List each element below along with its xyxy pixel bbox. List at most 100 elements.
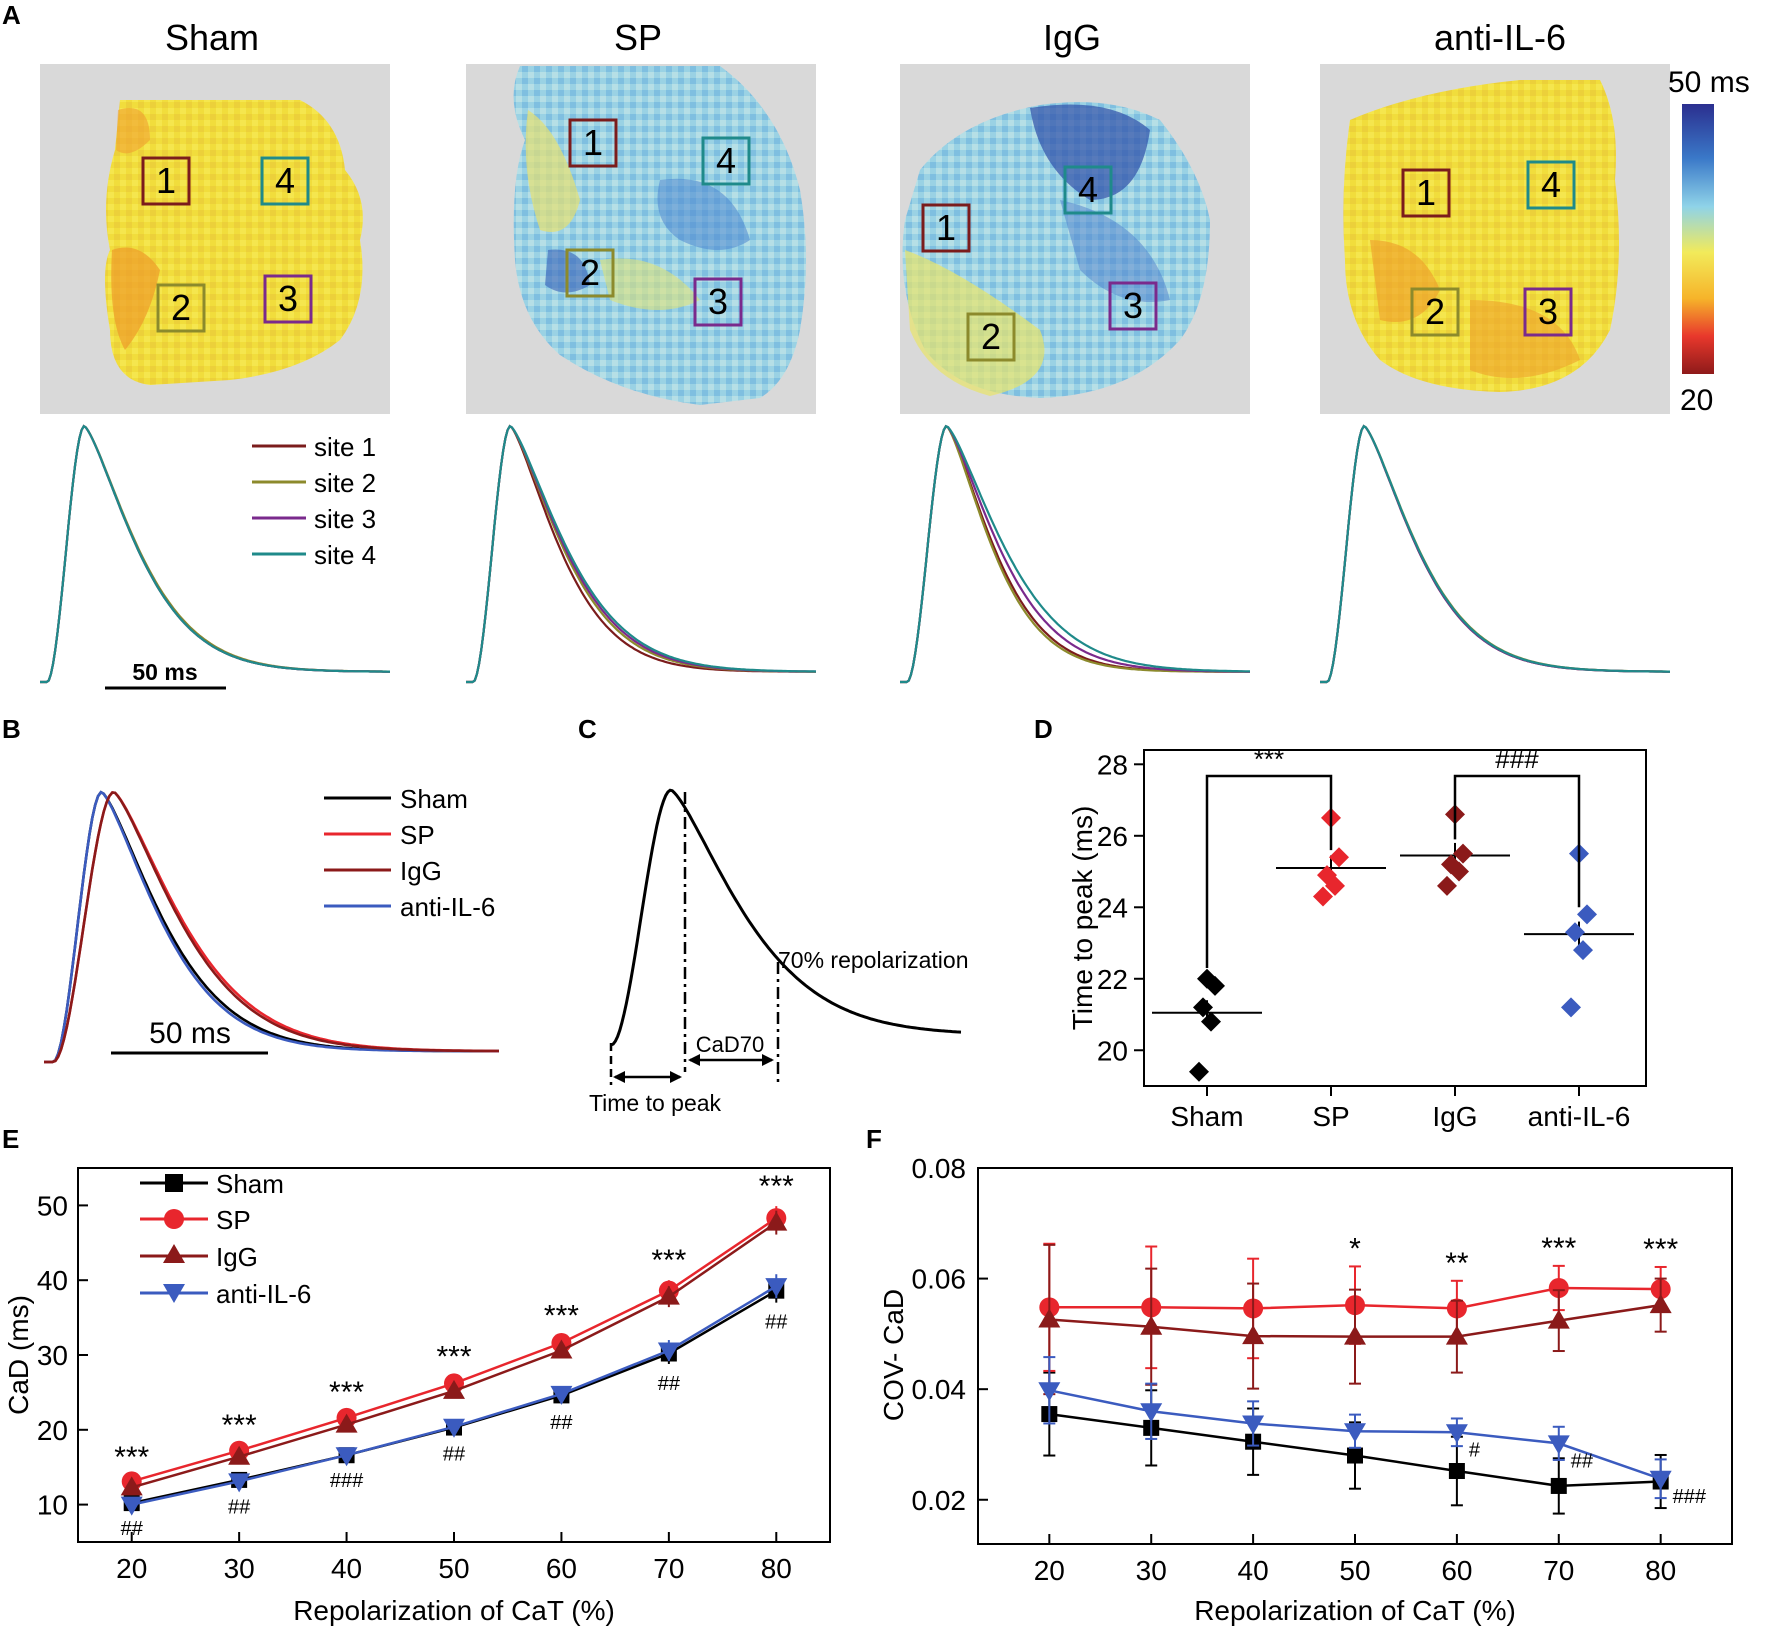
data-point	[335, 1447, 358, 1467]
warm-region	[1370, 240, 1440, 322]
legend: Sham SP IgG anti-IL-6	[140, 1169, 311, 1309]
legend-item-anti-il6: anti-IL-6	[140, 1279, 311, 1309]
panel-e: 10 20 30 40 50 20 30 40 50 60 70 80 *** ## *** ## *** ##…	[3, 1167, 831, 1626]
panel-b: Sham SP IgG anti-IL-6 50 ms	[44, 784, 499, 1064]
significance-label: ###	[1673, 1486, 1707, 1508]
cad70-annotation: CaD70	[696, 1032, 764, 1057]
group-legend: Sham SP IgG anti-IL-6	[324, 784, 495, 922]
x-tick-label: 70	[653, 1553, 684, 1584]
warm-region	[1470, 300, 1580, 378]
site-trace-4	[900, 424, 1250, 684]
data-point	[1347, 1447, 1363, 1464]
site-number: 3	[708, 281, 728, 322]
data-point	[1313, 886, 1333, 907]
site-box-2: 2	[565, 248, 615, 298]
data-point	[1547, 1435, 1570, 1455]
data-point	[1344, 1325, 1366, 1345]
series-anti-IL-6	[120, 1274, 788, 1516]
significance-label: ##	[443, 1443, 466, 1465]
site-box-2: 2	[1410, 287, 1460, 337]
x-tick-label: 60	[1441, 1555, 1472, 1586]
site-box-1: 1	[141, 156, 191, 206]
data-point	[1193, 997, 1213, 1018]
map-title-sham: Sham	[165, 17, 259, 58]
site-trace-3	[1320, 424, 1670, 684]
data-point	[228, 1473, 251, 1493]
data-point	[657, 1342, 680, 1362]
panel-letters: A B C D E F	[2, 0, 1053, 1154]
activation-map-sham: 1 4 2 3	[40, 64, 390, 414]
activation-map-sp: 1 4 2 3	[466, 64, 816, 414]
time-to-peak-arrow	[613, 1071, 682, 1083]
series	[1038, 1242, 1672, 1515]
significance-brackets: *** ###	[1205, 744, 1581, 969]
data-point	[1038, 1308, 1061, 1328]
y-tick-label: 50	[37, 1190, 68, 1221]
site-box-3: 3	[263, 274, 313, 324]
data-point	[1437, 875, 1457, 896]
x-tick-label: anti-IL-6	[1528, 1101, 1631, 1132]
data-point	[1453, 843, 1473, 864]
warm-region	[116, 108, 150, 154]
data-point	[443, 1379, 465, 1399]
site-trace-4	[40, 424, 390, 684]
y-tick-label: 0.06	[912, 1264, 967, 1295]
site-number: 3	[1538, 291, 1558, 332]
x-tick-label: 80	[761, 1553, 792, 1584]
repol-annotation: 70% repolarization	[778, 947, 969, 973]
legend-label-sham: Sham	[400, 784, 468, 814]
site-number: 2	[981, 316, 1001, 357]
y-tick-label: 0.02	[912, 1485, 967, 1516]
data-point	[657, 1285, 680, 1305]
site-number: 4	[275, 160, 295, 201]
site-trace-1	[900, 424, 1250, 684]
data-point	[120, 1496, 143, 1516]
data-point	[765, 1211, 788, 1231]
y-tick-label: 26	[1097, 821, 1128, 852]
cad70-arrow	[688, 1054, 774, 1066]
legend-label-anti-il6: anti-IL-6	[400, 892, 495, 922]
series-IgG	[120, 1210, 788, 1496]
significance-label: ##	[228, 1496, 251, 1518]
yellow-region	[525, 110, 580, 232]
significance-label: ***	[651, 1244, 686, 1277]
site-box-3: 3	[1523, 287, 1573, 337]
y-tick-label: 0.08	[912, 1153, 967, 1184]
x-tick-label: 60	[546, 1553, 577, 1584]
x-axis-ticks: Sham SP IgG anti-IL-6	[1170, 1086, 1630, 1132]
significance-label: ***	[436, 1341, 471, 1374]
legend-label-site-1: site 1	[314, 432, 376, 462]
y-tick-label: 0.04	[912, 1374, 967, 1405]
data-point	[1140, 1403, 1163, 1423]
legend-item-sp: SP	[140, 1205, 251, 1235]
data-point	[1317, 865, 1337, 886]
panel-letter-b: B	[2, 714, 21, 744]
site-trace-2	[900, 424, 1250, 684]
site-trace-2	[1320, 424, 1670, 684]
site-trace-3	[900, 424, 1250, 684]
group-traces	[44, 790, 499, 1064]
legend-label-site-4: site 4	[314, 540, 376, 570]
y-tick-label: 40	[37, 1265, 68, 1296]
significance-label: ***	[544, 1300, 579, 1333]
x-tick-label: 20	[116, 1553, 147, 1584]
data-point	[1242, 1325, 1265, 1345]
data-point	[1561, 997, 1581, 1018]
data-point	[1649, 1294, 1672, 1314]
site-box-4: 4	[1526, 160, 1576, 210]
data-point	[1201, 1011, 1221, 1032]
significance-label: ##	[550, 1412, 573, 1434]
significance-label: ***	[759, 1170, 794, 1203]
significance-label: ##	[121, 1518, 144, 1540]
legend-label-sp: SP	[400, 820, 435, 850]
site-trace-4	[1320, 424, 1670, 684]
data-point	[443, 1418, 465, 1438]
panel-c: 70% repolarization CaD70 Time to peak	[589, 788, 969, 1116]
significance-label: #	[1469, 1439, 1481, 1461]
significance-label: ***	[1254, 744, 1284, 774]
scale-bar-a: 50 ms	[105, 659, 226, 690]
data-point	[1329, 847, 1349, 868]
site-box-4: 4	[701, 136, 751, 186]
site-number: 3	[1123, 285, 1143, 326]
time-to-peak-annotation: Time to peak	[589, 1090, 722, 1116]
